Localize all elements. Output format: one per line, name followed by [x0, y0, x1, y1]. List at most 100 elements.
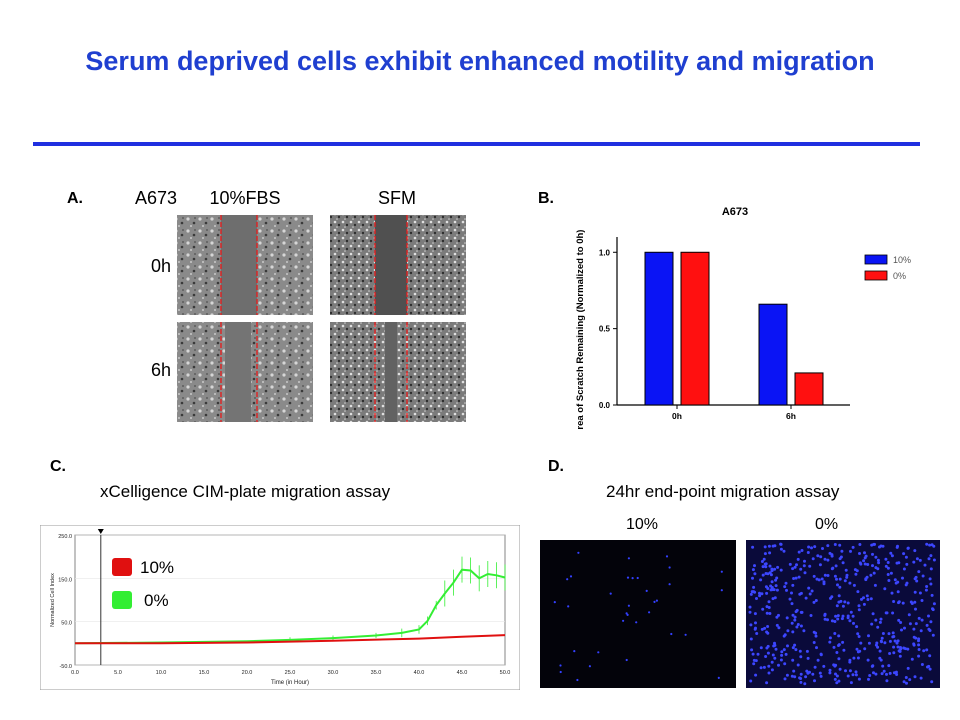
nucleus-dot	[791, 567, 795, 571]
nucleus-dot	[813, 545, 817, 549]
bar-chart-ylabel: Area of Scratch Remaining (Normalized to…	[575, 230, 586, 430]
nucleus-dot	[882, 669, 886, 673]
nucleus-dot	[819, 555, 823, 559]
nucleus-dot	[751, 652, 755, 656]
nucleus-dot	[828, 668, 832, 672]
nucleus-dot	[884, 564, 888, 568]
nucleus-dot	[928, 543, 932, 547]
nucleus-dot	[837, 643, 841, 647]
nucleus-dot	[788, 597, 792, 601]
nucleus-dot	[670, 632, 673, 636]
nucleus-dot	[914, 622, 918, 626]
nucleus-dot	[878, 649, 882, 653]
nucleus-dot	[818, 563, 822, 567]
nucleus-dot	[929, 554, 933, 558]
nucleus-dot	[834, 614, 838, 618]
line-legend-swatch	[112, 558, 132, 576]
nucleus-dot	[773, 641, 776, 645]
bar-legend-label: 10%	[893, 255, 911, 265]
nucleus-dot	[782, 549, 786, 553]
row-label-0h: 0h	[151, 256, 171, 276]
nucleus-dot	[812, 574, 816, 578]
line-start-marker-arrow	[97, 529, 104, 534]
nucleus-dot	[841, 614, 845, 618]
nucleus-dot	[823, 557, 827, 561]
nucleus-dot	[840, 617, 844, 621]
nucleus-dot	[802, 629, 806, 633]
nucleus-dot	[566, 578, 569, 581]
nuclei-10pct	[553, 551, 723, 682]
image-label-0pct: 0%	[815, 516, 839, 533]
nucleus-dot	[748, 610, 752, 614]
nucleus-dot	[840, 549, 844, 553]
nucleus-dot	[794, 576, 798, 580]
nucleus-dot	[804, 675, 808, 679]
nucleus-dot	[866, 563, 870, 566]
nucleus-dot	[834, 663, 838, 667]
nucleus-dot	[929, 567, 933, 571]
bar-x-tick-label: 0h	[672, 411, 682, 421]
nucleus-dot	[846, 601, 850, 605]
line-chart-legend: 10% 0%	[112, 558, 174, 610]
nucleus-dot	[891, 631, 895, 635]
nucleus-dot	[932, 602, 936, 606]
nucleus-dot	[783, 677, 787, 681]
nucleus-dot	[838, 577, 842, 581]
nucleus-dot	[848, 669, 852, 673]
line-x-axis-label: Time (in Hour)	[271, 680, 309, 686]
nucleus-dot	[782, 648, 786, 652]
nucleus-dot	[835, 674, 839, 678]
nucleus-dot	[841, 604, 845, 608]
line-x-tick-label: 35.0	[371, 670, 382, 676]
nucleus-dot	[891, 611, 895, 615]
nucleus-dot	[878, 656, 882, 660]
nucleus-dot	[790, 674, 794, 678]
nucleus-dot	[887, 664, 891, 668]
scratch-area-bar-chart: A673 Area of Scratch Remaining (Normaliz…	[575, 206, 911, 430]
nucleus-dot	[917, 643, 921, 647]
nucleus-dot	[913, 600, 917, 604]
nucleus-dot	[924, 588, 928, 592]
nucleus-dot	[881, 632, 885, 635]
nucleus-dot	[773, 567, 777, 571]
nucleus-dot	[752, 662, 756, 666]
nucleus-dot	[837, 594, 841, 598]
nucleus-dot	[792, 577, 796, 580]
nucleus-dot	[880, 672, 884, 676]
nucleus-dot	[573, 650, 576, 653]
nucleus-dot	[760, 592, 764, 596]
nucleus-dot	[788, 562, 792, 566]
nucleus-dot	[769, 573, 773, 577]
nucleus-dot	[830, 619, 834, 623]
nucleus-dot	[779, 547, 783, 551]
nucleus-dot	[913, 675, 917, 679]
nucleus-dot	[848, 660, 852, 664]
nucleus-dot	[837, 679, 841, 683]
nucleus-dot	[852, 656, 856, 660]
panel-c-letter: C.	[50, 458, 66, 475]
nucleus-dot	[749, 637, 753, 641]
nucleus-dot	[844, 568, 848, 572]
nucleus-dot	[928, 667, 932, 671]
nucleus-dot	[872, 542, 876, 546]
nucleus-dot	[858, 543, 862, 546]
nucleus-dot	[881, 544, 885, 548]
nucleus-dot	[771, 597, 775, 601]
nucleus-dot	[826, 618, 829, 622]
nucleus-dot	[819, 674, 823, 678]
nucleus-dot	[873, 583, 877, 587]
panel-d-caption: 24hr end-point migration assay	[606, 482, 840, 501]
line-legend-label: 10%	[140, 558, 174, 577]
nucleus-dot	[922, 649, 926, 653]
nucleus-dot	[763, 626, 767, 630]
nucleus-dot	[791, 613, 795, 617]
bar-y-tick-label: 0.5	[599, 325, 611, 334]
nucleus-dot	[900, 628, 903, 632]
nucleus-dot	[805, 649, 809, 653]
nucleus-dot	[796, 663, 800, 667]
nucleus-dot	[930, 680, 934, 684]
nucleus-dot	[755, 597, 758, 600]
nucleus-dot	[846, 674, 850, 678]
nucleus-dot	[762, 557, 766, 561]
nucleus-dot	[807, 545, 811, 549]
